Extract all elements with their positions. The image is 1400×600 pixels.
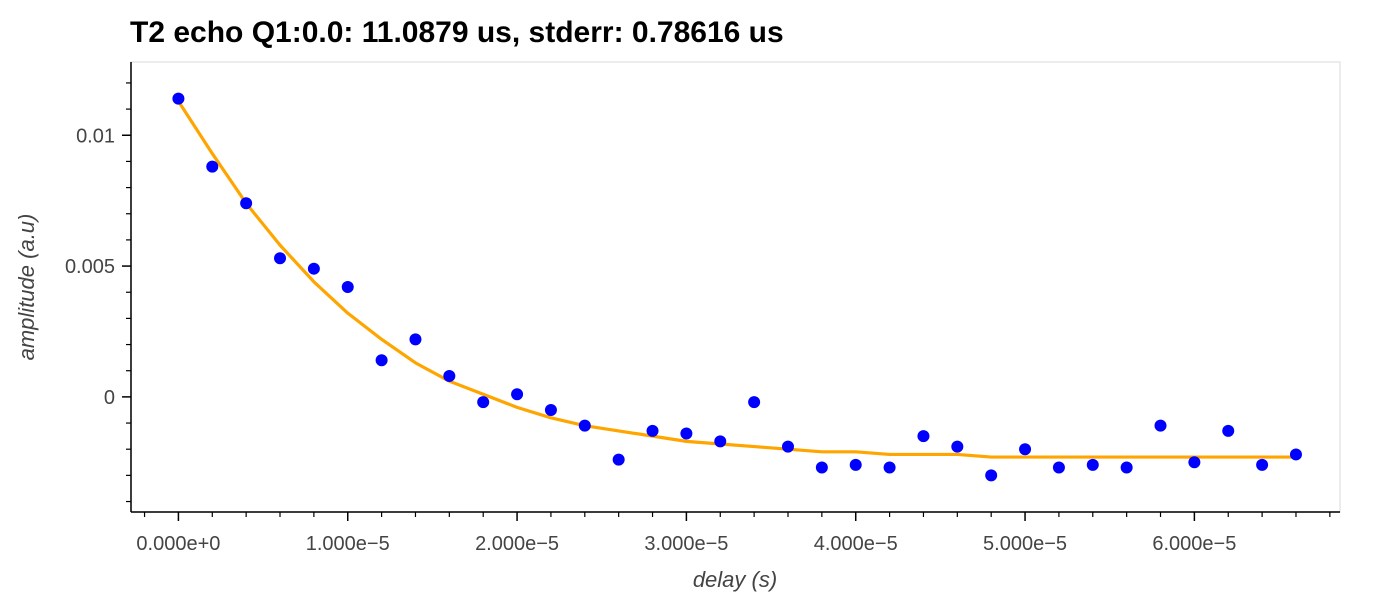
data-point (1222, 424, 1235, 437)
x-tick-label: 5.000e−5 (983, 533, 1067, 555)
y-tick-label: 0.005 (65, 256, 115, 278)
data-point (1154, 419, 1167, 432)
x-tick-label: 2.000e−5 (475, 533, 559, 555)
data-point (409, 333, 422, 346)
data-point (748, 396, 761, 409)
x-tick-label: 3.000e−5 (644, 533, 728, 555)
x-tick-label: 4.000e−5 (814, 533, 898, 555)
data-point (1120, 461, 1133, 474)
data-point (951, 440, 964, 453)
data-point (307, 262, 320, 275)
data-point (849, 458, 862, 471)
data-point (511, 388, 524, 401)
data-point (612, 453, 625, 466)
y-axis-label: amplitude (a.u) (14, 214, 39, 361)
data-point (443, 369, 456, 382)
data-point (206, 160, 219, 173)
data-point (578, 419, 591, 432)
data-point (781, 440, 794, 453)
fit-curve (176, 99, 1298, 459)
data-point (240, 197, 253, 210)
data-point (883, 461, 896, 474)
data-point (477, 396, 490, 409)
data-point (1289, 448, 1302, 461)
data-point (917, 430, 930, 443)
data-point (544, 403, 557, 416)
data-point (680, 427, 693, 440)
x-tick-label: 6.000e−5 (1152, 533, 1236, 555)
data-point (1052, 461, 1065, 474)
chart-title: T2 echo Q1:0.0: 11.0879 us, stderr: 0.78… (130, 16, 784, 49)
x-axis-label: delay (s) (693, 567, 777, 592)
data-point (646, 424, 659, 437)
y-tick-label: 0.01 (76, 125, 115, 147)
data-point (274, 252, 287, 265)
data-point (1256, 458, 1269, 471)
data-point (815, 461, 828, 474)
data-point (714, 435, 727, 448)
axes-layer: 0.000e+0 1.000e−5 2.000e−5 3.000e−5 4.000e−5… (65, 62, 1340, 555)
points-layer (172, 92, 1302, 482)
data-point (985, 469, 998, 482)
data-point (172, 92, 185, 105)
data-point (341, 281, 354, 293)
data-point (1019, 443, 1032, 456)
x-tick-label: 1.000e−5 (306, 533, 390, 555)
x-tick-label: 0.000e+0 (136, 533, 220, 555)
data-point (1188, 456, 1201, 469)
fit-layer (176, 99, 1298, 459)
data-point (1086, 458, 1099, 471)
y-tick-label: 0 (104, 387, 115, 409)
data-point (375, 354, 388, 367)
